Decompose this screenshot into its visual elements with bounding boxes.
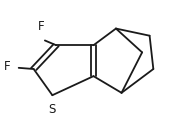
Text: S: S (49, 103, 56, 116)
Text: F: F (38, 20, 45, 33)
Text: F: F (4, 60, 11, 73)
